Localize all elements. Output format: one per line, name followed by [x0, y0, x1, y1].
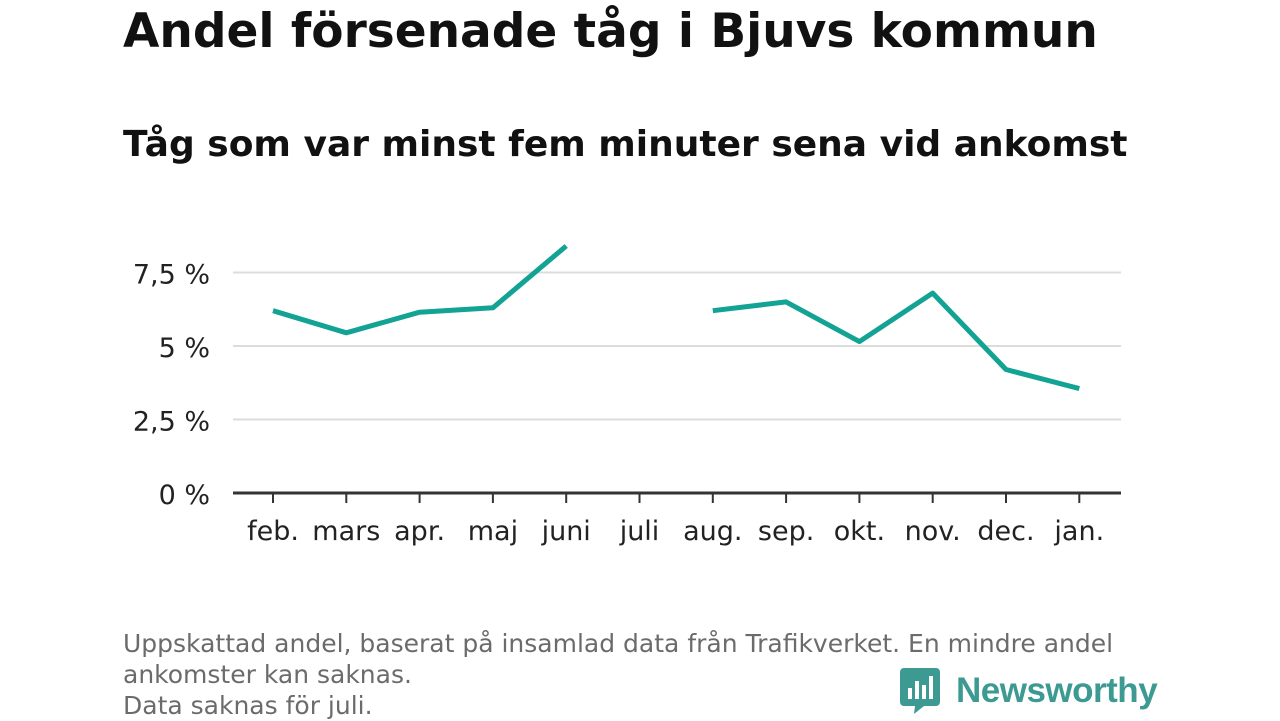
brand-name: Newsworthy [956, 671, 1158, 710]
x-tick-label: jan. [1053, 516, 1104, 547]
y-tick-label: 7,5 % [133, 260, 210, 291]
x-tick-label: juli [619, 516, 660, 547]
newsworthy-logo-icon [900, 668, 940, 714]
series-line-segment [712, 290, 1080, 392]
footnote-line-3: Data saknas för juli. [123, 691, 373, 720]
x-tick-label: mars [312, 516, 380, 547]
x-tick-label: feb. [247, 516, 299, 547]
x-tick-label: okt. [834, 516, 885, 547]
x-tick-label: apr. [394, 516, 445, 547]
y-tick-label: 2,5 % [133, 407, 210, 438]
x-tick-label: nov. [905, 516, 961, 547]
y-tick-label: 0 % [159, 480, 210, 511]
x-tick-label: maj [468, 516, 518, 547]
series-line-segment [272, 244, 568, 336]
footnote: Uppskattad andel, baserat på insamlad da… [123, 628, 1163, 721]
x-tick-label: aug. [683, 516, 742, 547]
x-tick-label: juni [541, 516, 591, 547]
x-tick-label: dec. [977, 516, 1034, 547]
footnote-line-2: ankomster kan saknas. [123, 660, 412, 689]
chart-title: Andel försenade tåg i Bjuvs kommun [123, 4, 1098, 59]
x-tick-label: sep. [758, 516, 814, 547]
footnote-line-1: Uppskattad andel, baserat på insamlad da… [123, 629, 1114, 658]
y-tick-label: 5 % [159, 333, 210, 364]
line-chart: 0 % 2,5 % 5 % 7,5 % feb. mars apr. maj juni juli a… [133, 244, 1121, 547]
chart-subtitle: Tåg som var minst fem minuter sena vid a… [123, 124, 1128, 165]
newsworthy-brand: Newsworthy [900, 668, 1158, 714]
